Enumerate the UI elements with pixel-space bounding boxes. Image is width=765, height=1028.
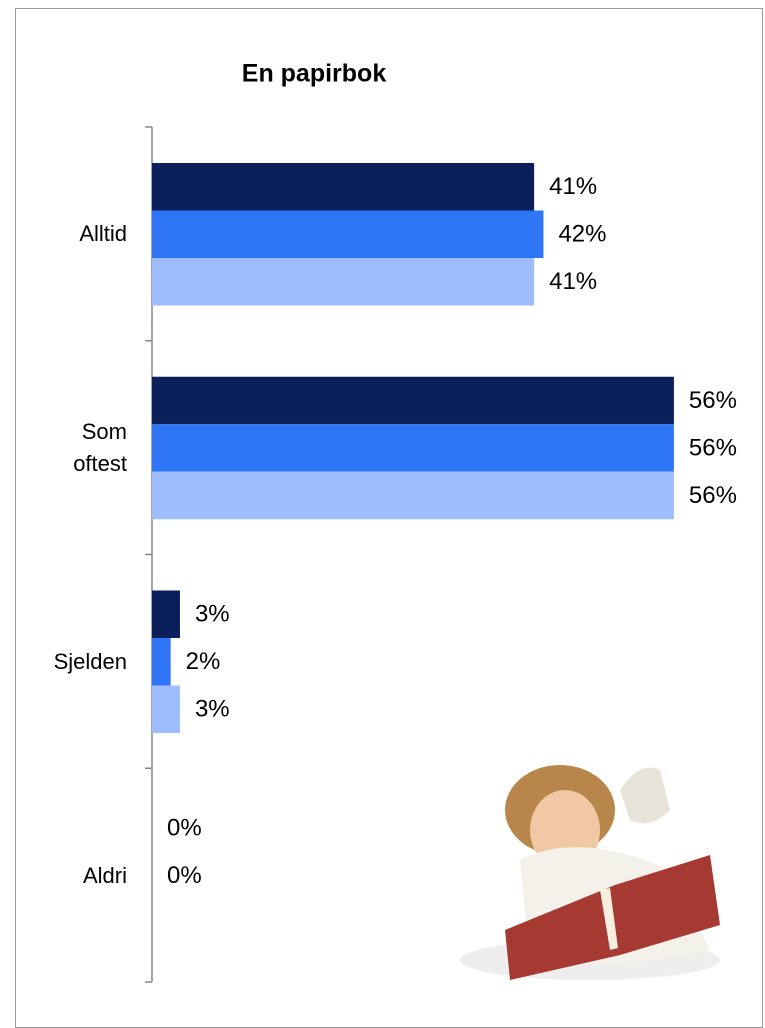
- bar: [152, 590, 180, 638]
- value-label: 0%: [167, 862, 202, 889]
- bar: [152, 471, 674, 520]
- value-label: 3%: [195, 601, 230, 628]
- bar: [152, 163, 535, 211]
- value-label: 2%: [186, 648, 221, 675]
- bar: [152, 638, 171, 686]
- value-label: 42%: [558, 221, 606, 248]
- value-label: 41%: [549, 173, 597, 200]
- bar: [152, 258, 535, 306]
- category-label: Som oftest: [73, 419, 127, 476]
- reader-illustration: [460, 765, 720, 980]
- value-label: 56%: [689, 482, 737, 509]
- value-label: 0%: [167, 814, 202, 841]
- value-label: 56%: [689, 434, 737, 461]
- bar: [152, 685, 180, 733]
- bar: [152, 424, 674, 472]
- bar: [152, 210, 544, 258]
- category-label: Sjelden: [53, 648, 127, 674]
- value-label: 56%: [689, 387, 737, 414]
- category-label: Alltid: [79, 221, 127, 247]
- bar: [152, 376, 674, 425]
- chart-title: En papirbok: [242, 60, 387, 88]
- category-label: Aldri: [82, 862, 127, 888]
- value-label: 3%: [195, 696, 230, 723]
- value-label: 41%: [549, 268, 597, 295]
